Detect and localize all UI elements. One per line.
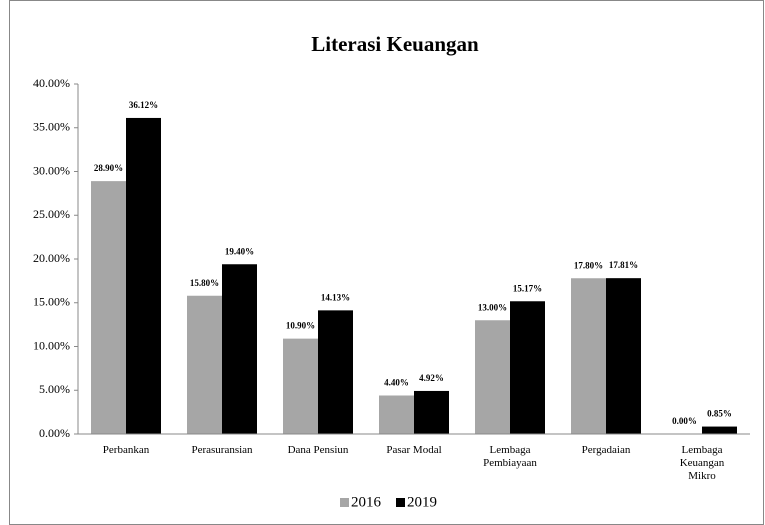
bar — [318, 310, 353, 434]
bar — [379, 395, 414, 434]
value-label: 15.17% — [513, 283, 542, 293]
bar — [571, 278, 606, 434]
y-tick-label: 25.00% — [33, 207, 70, 221]
y-tick-label: 40.00% — [33, 76, 70, 90]
value-label: 36.12% — [129, 100, 158, 110]
x-tick-label: Pasar Modal — [386, 444, 442, 456]
value-label: 4.92% — [419, 373, 444, 383]
value-label: 14.13% — [321, 292, 350, 302]
y-tick-label: 20.00% — [33, 251, 70, 265]
value-label: 17.80% — [574, 260, 603, 270]
bar — [222, 264, 257, 434]
y-tick-label: 30.00% — [33, 163, 70, 177]
x-tick-label: Lembaga Pembiayaan — [483, 444, 537, 469]
value-label: 0.00% — [672, 416, 697, 426]
x-tick-label: Perbankan — [102, 444, 150, 456]
x-tick-label: Pergadaian — [581, 444, 631, 456]
bar — [414, 390, 449, 434]
bar — [91, 181, 126, 434]
value-label: 4.40% — [384, 378, 409, 388]
x-tick-label: Perasuransian — [191, 444, 253, 456]
chart-title: Literasi Keuangan — [311, 32, 479, 56]
bar — [187, 295, 222, 434]
y-tick-label: 35.00% — [33, 120, 70, 134]
x-tick-label: Lembaga Keuangan Mikro — [679, 444, 725, 482]
y-tick-label: 0.00% — [39, 426, 70, 440]
bar — [475, 320, 510, 434]
x-tick-label: Dana Pensiun — [287, 444, 349, 456]
y-tick-label: 10.00% — [33, 338, 70, 352]
value-label: 0.85% — [707, 409, 732, 419]
value-label: 17.81% — [609, 260, 638, 270]
legend-swatch — [340, 498, 349, 507]
value-label: 13.00% — [478, 302, 507, 312]
bar — [510, 301, 545, 434]
legend-label: 2016 — [351, 494, 382, 510]
value-label: 28.90% — [94, 163, 123, 173]
value-label: 19.40% — [225, 246, 254, 256]
legend-label: 2019 — [407, 494, 437, 510]
legend-swatch — [396, 498, 405, 507]
y-tick-label: 15.00% — [33, 295, 70, 309]
value-label: 10.90% — [286, 321, 315, 331]
y-tick-label: 5.00% — [39, 382, 70, 396]
bar — [702, 426, 737, 434]
value-label: 15.80% — [190, 278, 219, 288]
bar — [126, 117, 161, 434]
bar — [606, 278, 641, 434]
bar — [283, 338, 318, 434]
